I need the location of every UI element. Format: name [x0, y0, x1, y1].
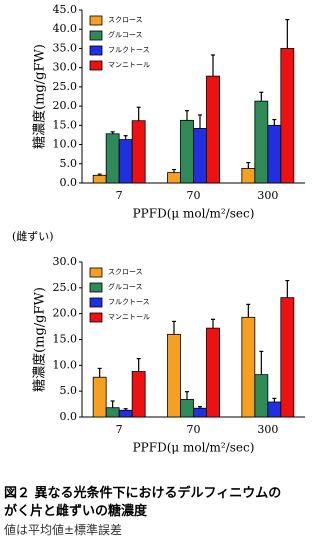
bar	[206, 327, 220, 418]
y-tick-label: 20.0	[53, 307, 78, 320]
caption-note: 値は平均値±標準誤差	[4, 522, 122, 537]
y-tick-label: 30.0	[53, 255, 78, 268]
legend-swatch	[89, 15, 103, 26]
y-tick-label: 40.0	[53, 22, 78, 35]
bar	[267, 401, 282, 418]
legend-label: スクロース	[108, 16, 143, 24]
legend-swatch	[89, 297, 103, 308]
bar	[254, 374, 269, 418]
x-tick-label: 7	[116, 423, 123, 436]
bar	[180, 399, 194, 418]
bar	[92, 376, 107, 418]
bar	[118, 409, 133, 418]
x-tick-label: 70	[187, 423, 201, 436]
legend-label: グルコース	[108, 282, 143, 291]
y-tick-label: 35.0	[53, 41, 78, 54]
bar	[280, 48, 295, 184]
legend-label: マンニトール	[108, 61, 150, 69]
bar	[118, 139, 133, 184]
y-tick-label: 5.0	[60, 157, 78, 170]
bar	[105, 133, 120, 184]
y-tick-label: 10.0	[53, 138, 78, 151]
bar	[131, 120, 146, 184]
legend-label: スクロース	[108, 268, 143, 276]
bar	[167, 333, 181, 418]
bar	[241, 316, 256, 418]
page: (雌ずい) 図２ 異なる光条件下におけるデルフィニウムの がく片と雌ずいの糖濃度…	[4, 3, 305, 537]
y-tick-label: 15.0	[53, 118, 78, 131]
bar	[131, 371, 146, 418]
y-tick-label: 25.0	[53, 80, 78, 93]
bar	[167, 172, 181, 184]
bar	[92, 174, 107, 184]
bar	[206, 75, 220, 184]
y-tick-label: 20.0	[53, 99, 78, 112]
legend-swatch	[89, 312, 103, 323]
y-tick-label: 5.0	[60, 384, 78, 397]
y-tick-label: 10.0	[53, 358, 78, 371]
legend-label: グルコース	[108, 30, 143, 39]
section-label: (雌ずい)	[12, 229, 54, 243]
caption-line: 図２ 異なる光条件下におけるデルフィニウムの	[4, 485, 281, 501]
legend-swatch	[89, 282, 103, 293]
x-axis-label: PPFD(μ mol/m²/sec)	[133, 207, 255, 221]
x-tick-label: 70	[187, 189, 201, 202]
x-tick-label: 300	[257, 189, 278, 202]
bar	[105, 407, 120, 418]
bar	[193, 407, 207, 418]
y-axis-label: 糖濃度(mg/gFW)	[32, 287, 48, 392]
caption-line: がく片と雌ずいの糖濃度	[4, 503, 148, 519]
bar	[280, 297, 295, 418]
y-tick-label: 25.0	[53, 281, 78, 294]
legend-label: マンニトール	[108, 313, 150, 321]
bar	[241, 167, 256, 184]
y-tick-label: 30.0	[53, 61, 78, 74]
y-tick-label: 0.0	[60, 410, 78, 423]
legend-swatch	[89, 45, 103, 56]
legend-swatch	[89, 30, 103, 41]
x-axis-label: PPFD(μ mol/m²/sec)	[133, 441, 255, 455]
y-tick-label: 45.0	[53, 3, 78, 16]
y-axis-label: 糖濃度(mg/gFW)	[32, 44, 48, 149]
legend-swatch	[89, 60, 103, 71]
x-tick-label: 300	[257, 423, 278, 436]
y-tick-label: 0.0	[60, 176, 78, 189]
y-tick-label: 15.0	[53, 333, 78, 346]
x-tick-label: 7	[116, 189, 123, 202]
legend-label: フルクトース	[108, 298, 150, 306]
bar	[267, 124, 282, 184]
bar	[180, 119, 194, 184]
legend-label: フルクトース	[108, 46, 150, 54]
bar	[254, 100, 269, 184]
legend-swatch	[89, 267, 103, 278]
bar	[193, 128, 207, 184]
